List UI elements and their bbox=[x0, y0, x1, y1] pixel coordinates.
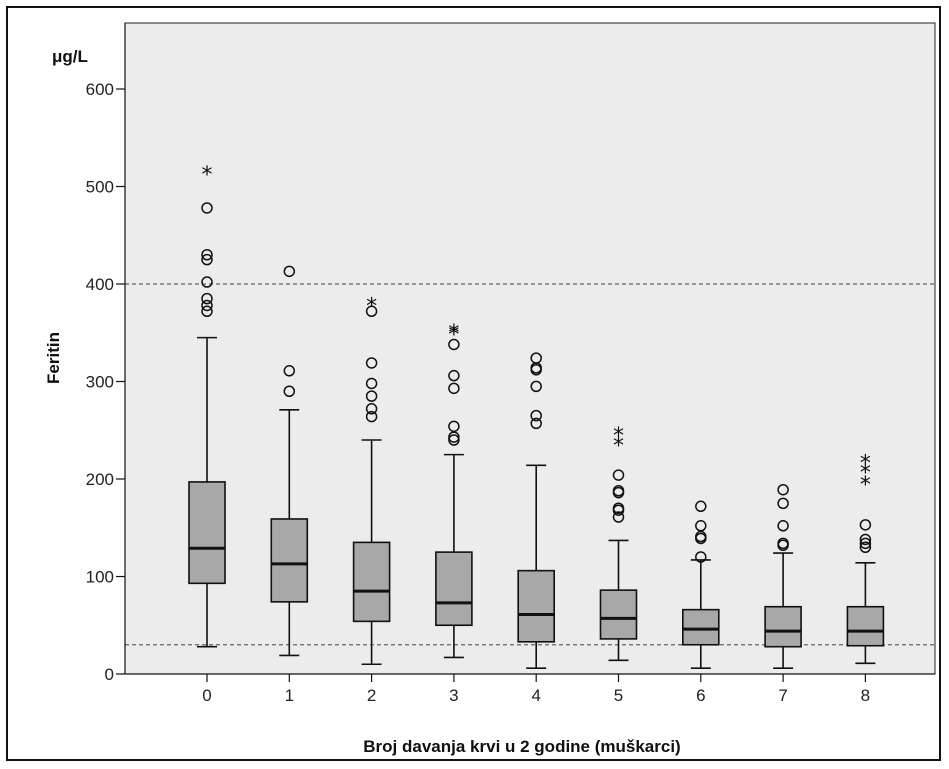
box-group-8: *** bbox=[846, 451, 885, 665]
outlier-point bbox=[530, 417, 542, 430]
extreme-point: * bbox=[613, 424, 624, 449]
extreme-point: * bbox=[860, 473, 871, 498]
outlier-point bbox=[283, 265, 296, 278]
x-axis-title: Broj davanja krvi u 2 godine (muškarci) bbox=[363, 737, 680, 756]
extreme-point: * bbox=[366, 294, 377, 319]
outlier-point bbox=[695, 500, 707, 513]
box-group-3: ** bbox=[435, 321, 473, 659]
outlier-point bbox=[530, 409, 542, 422]
box-group-6 bbox=[681, 500, 720, 669]
y-tick-label: 400 bbox=[86, 275, 114, 294]
extreme-point: * bbox=[860, 461, 871, 486]
outlier-point bbox=[612, 504, 625, 516]
box-group-2: * bbox=[352, 294, 391, 666]
outlier-point bbox=[612, 511, 625, 523]
box-group-1 bbox=[270, 265, 309, 657]
outlier-point bbox=[695, 551, 707, 563]
extreme-point: * bbox=[860, 451, 871, 476]
x-tick-label: 2 bbox=[367, 686, 376, 705]
box bbox=[270, 518, 309, 603]
y-tick-label: 500 bbox=[86, 178, 114, 197]
outlier-point bbox=[859, 541, 872, 553]
box bbox=[764, 605, 802, 648]
box bbox=[188, 481, 226, 585]
box bbox=[352, 541, 391, 623]
y-unit-label: μg/L bbox=[52, 47, 88, 66]
outlier-point bbox=[448, 369, 460, 382]
outlier-point bbox=[365, 410, 378, 423]
outlier-point bbox=[201, 253, 213, 266]
outlier-point bbox=[201, 249, 213, 261]
outlier-point bbox=[777, 483, 789, 496]
box-group-0: * bbox=[188, 163, 226, 648]
y-tick-label: 300 bbox=[86, 373, 114, 392]
outlier-point bbox=[448, 431, 460, 443]
y-tick-label: 100 bbox=[86, 568, 114, 587]
x-tick-label: 6 bbox=[696, 686, 705, 705]
outlier-point bbox=[530, 380, 542, 393]
outlier-point bbox=[777, 539, 789, 552]
outlier-point bbox=[695, 532, 707, 545]
y-tick-label: 0 bbox=[105, 665, 114, 684]
outlier-point bbox=[365, 390, 378, 402]
box-group-7 bbox=[764, 483, 802, 669]
outlier-point bbox=[365, 357, 378, 369]
outlier-point bbox=[201, 299, 213, 312]
outlier-point bbox=[448, 382, 460, 395]
x-tick-label: 7 bbox=[778, 686, 787, 705]
outlier-point bbox=[201, 202, 213, 214]
outlier-point bbox=[201, 305, 213, 318]
outlier-point bbox=[859, 533, 872, 546]
outlier-point bbox=[283, 365, 296, 377]
extreme-point: * bbox=[202, 163, 213, 188]
box bbox=[846, 605, 885, 647]
x-tick-label: 8 bbox=[861, 686, 870, 705]
x-tick-label: 4 bbox=[531, 686, 540, 705]
outlier-point bbox=[365, 403, 378, 415]
outlier-point bbox=[859, 519, 872, 531]
box bbox=[435, 551, 473, 627]
outlier-point bbox=[448, 434, 460, 446]
outlier-point bbox=[365, 377, 378, 390]
y-axis: 0 100 200 300 400 500 600 bbox=[86, 23, 126, 684]
box-group-4 bbox=[517, 352, 556, 669]
outlier-point bbox=[283, 385, 296, 397]
y-tick-label: 600 bbox=[86, 80, 114, 99]
outlier-point bbox=[777, 497, 789, 510]
outlier-point bbox=[201, 276, 213, 288]
plot-area bbox=[124, 22, 936, 675]
outlier-point bbox=[365, 305, 378, 318]
extreme-point: * bbox=[448, 321, 459, 346]
outlier-point bbox=[448, 338, 460, 351]
outlier-point bbox=[859, 537, 872, 550]
outlier-point bbox=[612, 469, 625, 481]
outlier-point bbox=[530, 364, 542, 376]
extreme-point: * bbox=[613, 434, 624, 459]
outlier-point bbox=[612, 486, 625, 499]
x-tick-label: 3 bbox=[449, 686, 458, 705]
x-tick-label: 1 bbox=[285, 686, 294, 705]
box-group-5: ** bbox=[599, 424, 638, 662]
x-tick-label: 0 bbox=[202, 686, 211, 705]
y-tick-label: 200 bbox=[86, 470, 114, 489]
y-axis-title: Feritin bbox=[44, 332, 63, 384]
box bbox=[517, 569, 556, 643]
x-tick-label: 5 bbox=[614, 686, 623, 705]
boxes: ********* bbox=[188, 163, 885, 669]
box bbox=[599, 589, 638, 640]
outlier-point bbox=[777, 520, 789, 532]
extreme-point: * bbox=[448, 323, 459, 348]
box bbox=[681, 608, 720, 646]
outlier-point bbox=[201, 292, 213, 305]
x-axis: 0 1 2 3 4 5 6 7 8 bbox=[125, 673, 935, 705]
